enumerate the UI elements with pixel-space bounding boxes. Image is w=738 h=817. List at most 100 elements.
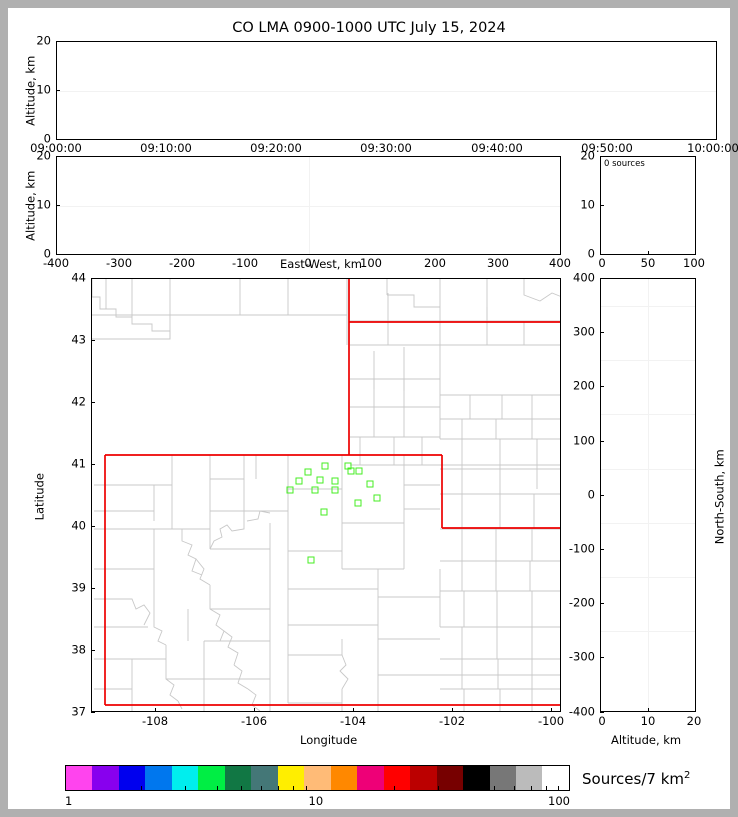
map-station-marker[interactable] — [295, 477, 303, 485]
colorbar-minor-tick — [393, 786, 395, 790]
tick-label: 40 — [71, 518, 86, 533]
axis-tick — [551, 708, 552, 712]
colorbar-minor-tick — [305, 786, 307, 790]
colorbar-swatch — [542, 766, 569, 790]
colorbar-tick-label: 10 — [308, 794, 324, 808]
axis-tick — [452, 708, 453, 712]
map-station-marker[interactable] — [347, 467, 355, 475]
colorbar-minor-tick — [545, 786, 547, 790]
tick-label: 09:00:00 — [30, 141, 82, 155]
colorbar-swatch — [304, 766, 331, 790]
colorbar-swatch — [357, 766, 384, 790]
panel-altitude-vs-east-west[interactable] — [56, 156, 561, 255]
tick-label: 20 — [686, 714, 702, 728]
station-marker-layer — [92, 279, 560, 711]
colorbar-swatch — [224, 766, 252, 790]
gridline — [57, 91, 716, 92]
map-station-marker[interactable] — [311, 486, 319, 494]
axis-tick — [600, 441, 604, 442]
tick-label: 10 — [580, 197, 595, 212]
tick-label: -100 — [537, 714, 565, 728]
axis-tick — [600, 657, 604, 658]
figure-title: CO LMA 0900-1000 UTC July 15, 2024 — [232, 20, 506, 36]
tick-label: 0 — [598, 714, 606, 728]
tick-label: 10 — [36, 197, 51, 212]
panel-altitude-vs-time[interactable] — [56, 41, 717, 140]
gridline — [57, 206, 560, 207]
map-geometry — [92, 279, 560, 711]
map-station-marker[interactable] — [354, 499, 362, 507]
colorbar-swatch — [66, 766, 93, 790]
colorbar-tick-label: 1 — [65, 794, 73, 808]
tick-label: 10:00:00 — [687, 141, 738, 155]
map-station-marker[interactable] — [321, 462, 329, 470]
colorbar-swatch — [489, 766, 516, 790]
tick-label: 400 — [549, 256, 571, 270]
tick-label: 09:30:00 — [360, 141, 412, 155]
axis-label-latitude: Latitude — [32, 473, 47, 521]
tick-label: 42 — [71, 394, 86, 409]
axis-tick — [600, 386, 604, 387]
colorbar-tick-label: 100 — [548, 794, 570, 808]
axis-tick — [600, 495, 604, 496]
gridline — [648, 279, 649, 711]
map-station-marker[interactable] — [304, 468, 312, 476]
tick-label: 100 — [360, 256, 382, 270]
tick-label: -300 — [568, 649, 595, 664]
colorbar-swatch — [383, 766, 411, 790]
sources-count-annotation: 0 sources — [604, 159, 645, 169]
axis-label-altitude: Altitude, km — [23, 170, 38, 241]
tick-label: 38 — [71, 642, 86, 657]
map-station-marker[interactable] — [331, 477, 339, 485]
colorbar-minor-tick — [493, 786, 495, 790]
axis-tick — [155, 708, 156, 712]
map-station-marker[interactable] — [286, 486, 294, 494]
tick-label: 0 — [587, 246, 595, 261]
colorbar-title-exponent: 2 — [684, 770, 691, 781]
colorbar-title: Sources/7 km2 — [582, 770, 690, 788]
tick-label: 09:10:00 — [140, 141, 192, 155]
colorbar-swatch — [277, 766, 305, 790]
map-station-marker[interactable] — [366, 480, 374, 488]
tick-label: 0 — [598, 256, 606, 270]
axis-tick — [600, 712, 604, 713]
map-station-marker[interactable] — [316, 476, 324, 484]
tick-label: 10 — [36, 82, 51, 97]
axis-label-east-west: East-West, km — [280, 257, 362, 271]
colorbar-swatch — [171, 766, 199, 790]
tick-label: 10 — [640, 714, 656, 728]
map-station-marker[interactable] — [307, 556, 315, 564]
tick-label: 0 — [43, 246, 51, 261]
colorbar-swatch — [92, 766, 119, 790]
colorbar-container[interactable] — [65, 765, 570, 791]
colorbar-minor-tick — [293, 786, 295, 790]
tick-label: 300 — [573, 324, 595, 339]
county-boundaries — [92, 279, 560, 711]
tick-label: 100 — [573, 433, 595, 448]
colorbar-gradient[interactable] — [65, 765, 570, 791]
axis-tick — [648, 251, 649, 255]
panel-north-south-vs-altitude[interactable] — [600, 278, 696, 712]
map-station-marker[interactable] — [355, 467, 363, 475]
colorbar-minor-tick — [217, 786, 219, 790]
axis-tick — [56, 254, 60, 255]
axis-tick — [353, 708, 354, 712]
panel-altitude-histogram[interactable]: 0 sources — [600, 156, 696, 255]
panel-plan-view-map[interactable] — [91, 278, 561, 712]
map-station-marker[interactable] — [331, 486, 339, 494]
colorbar-minor-tick — [261, 786, 263, 790]
tick-label: 43 — [71, 332, 86, 347]
axis-tick — [91, 402, 95, 403]
axis-tick — [91, 340, 95, 341]
axis-tick — [600, 205, 604, 206]
map-station-marker[interactable] — [320, 508, 328, 515]
axis-tick — [600, 156, 604, 157]
colorbar-minor-tick — [558, 786, 560, 790]
colorbar-swatch — [436, 766, 464, 790]
axis-tick — [648, 708, 649, 712]
tick-label: 09:20:00 — [250, 141, 302, 155]
axis-tick — [600, 549, 604, 550]
tick-label: 37 — [71, 704, 86, 719]
map-station-marker[interactable] — [373, 494, 381, 502]
tick-label: -108 — [141, 714, 169, 728]
